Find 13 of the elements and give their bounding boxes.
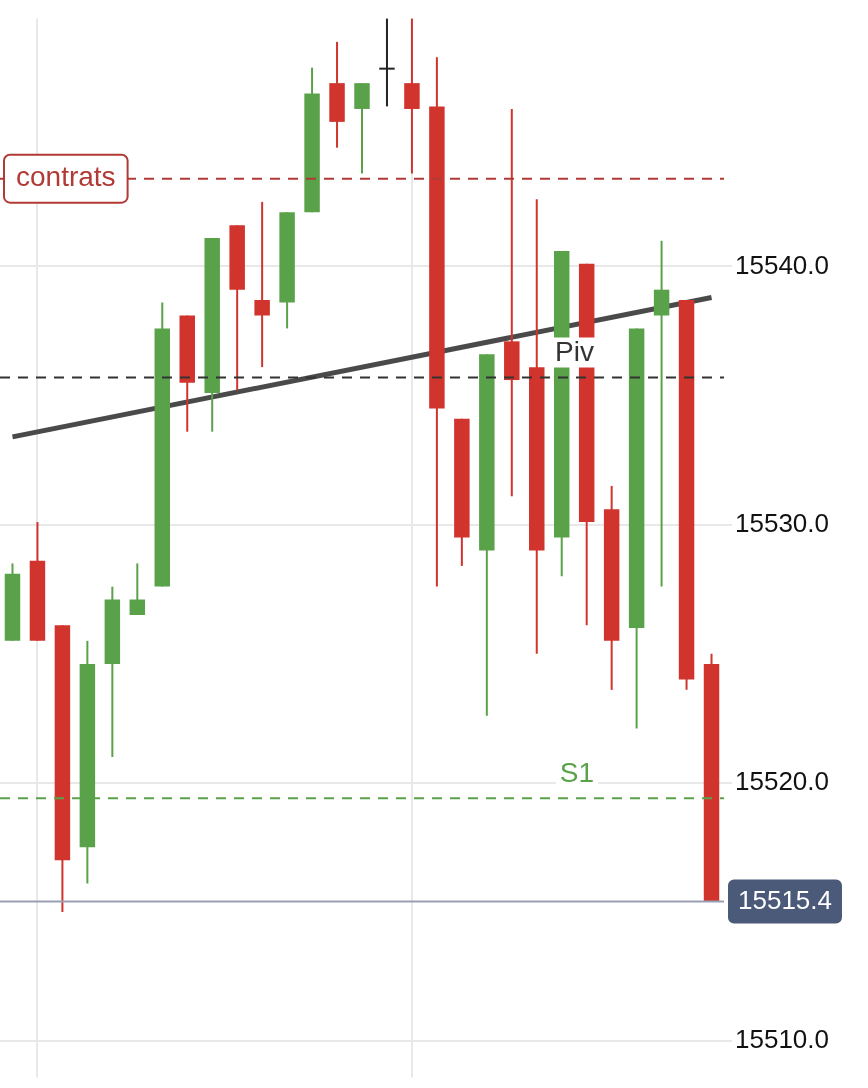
ref-line-label: contrats [16,161,116,193]
candlestick [254,200,270,369]
candlestick [504,107,520,498]
ref-line-label: S1 [559,757,594,789]
y-tick-label: 15510.0 [735,1024,829,1055]
candlestick [129,562,146,616]
ref-line-label: 15515.4 [738,884,832,915]
candlestick [653,239,670,588]
candlestick [379,17,395,108]
y-tick-label: 15520.0 [735,765,829,796]
ref-line-label: Piv [555,336,594,368]
y-tick-label: 15530.0 [735,507,829,538]
y-tick-label: 15540.0 [735,249,829,280]
